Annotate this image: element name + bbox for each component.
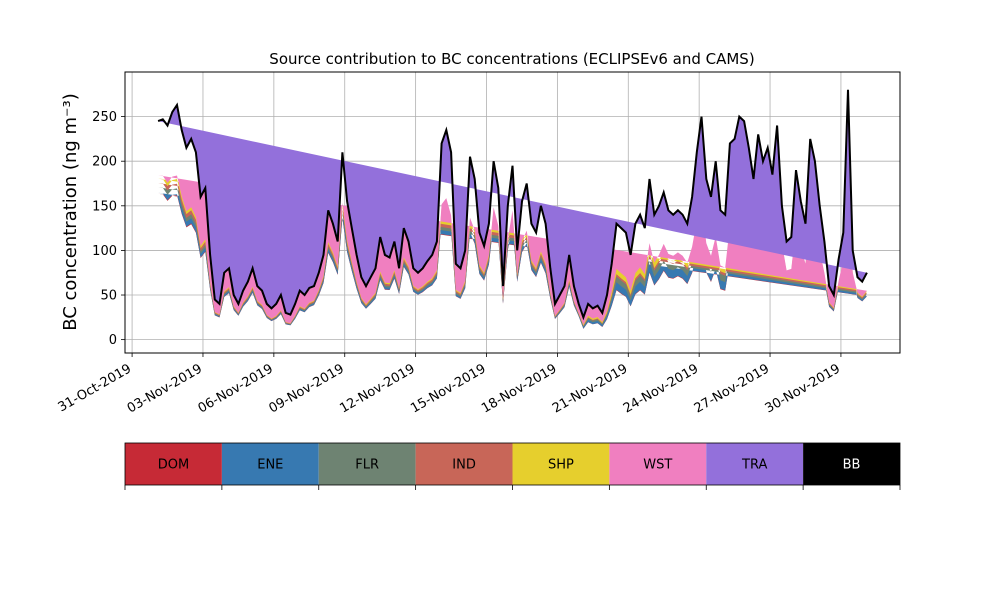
y-tick-label: 100 <box>92 244 117 259</box>
y-tick-label: 0 <box>109 333 117 348</box>
legend-swatch-flr <box>318 443 416 485</box>
area-tra <box>158 89 867 318</box>
legend-label-wst: WST <box>643 458 672 473</box>
legend-swatch-ene <box>221 443 319 485</box>
legend-label-ene: ENE <box>257 458 283 473</box>
x-tick-label: 31-Oct-2019 <box>56 361 134 415</box>
x-tick-label: 09-Nov-2019 <box>266 361 346 416</box>
legend-swatch-shp <box>512 443 610 485</box>
x-tick-label: 06-Nov-2019 <box>196 361 276 416</box>
stacked-areas <box>158 89 867 329</box>
legend-label-dom: DOM <box>158 458 189 473</box>
total-bb-line <box>157 89 868 321</box>
x-axis-ticks: 31-Oct-201903-Nov-201906-Nov-201909-Nov-… <box>56 353 843 416</box>
x-tick-label: 21-Nov-2019 <box>550 361 630 416</box>
legend-swatch-wst <box>609 443 707 485</box>
y-tick-label: 150 <box>92 199 117 214</box>
colorbar-legend: DOM ENE FLR IND SHP WST TRA BB <box>124 442 901 490</box>
x-tick-label: 12-Nov-2019 <box>337 361 417 416</box>
legend-label-ind: IND <box>452 458 476 473</box>
chart-title: Source contribution to BC concentrations… <box>269 50 754 68</box>
x-tick-label: 03-Nov-2019 <box>125 361 205 416</box>
y-tick-label: 250 <box>92 110 117 125</box>
legend-swatch-bb <box>803 443 900 485</box>
legend-label-shp: SHP <box>548 458 574 473</box>
total-line <box>157 89 868 321</box>
legend-label-flr: FLR <box>355 458 379 473</box>
y-axis-label: BC concentration (ng m⁻³) <box>60 93 81 331</box>
x-tick-label: 18-Nov-2019 <box>479 361 559 416</box>
x-tick-label: 24-Nov-2019 <box>621 361 701 416</box>
x-tick-label: 15-Nov-2019 <box>408 361 488 416</box>
y-axis-ticks: 0 50 100 150 200 250 <box>92 110 125 348</box>
legend-label-bb: BB <box>843 458 861 473</box>
x-tick-label: 30-Nov-2019 <box>763 361 843 416</box>
legend-swatch-tra <box>706 443 804 485</box>
x-tick-label: 27-Nov-2019 <box>692 361 772 416</box>
plot-frame <box>124 71 901 354</box>
y-tick-label: 200 <box>92 155 117 170</box>
legend-label-tra: TRA <box>741 458 767 473</box>
legend-swatch-ind <box>415 443 513 485</box>
legend-swatch-dom <box>125 443 222 485</box>
y-tick-label: 50 <box>100 289 117 304</box>
